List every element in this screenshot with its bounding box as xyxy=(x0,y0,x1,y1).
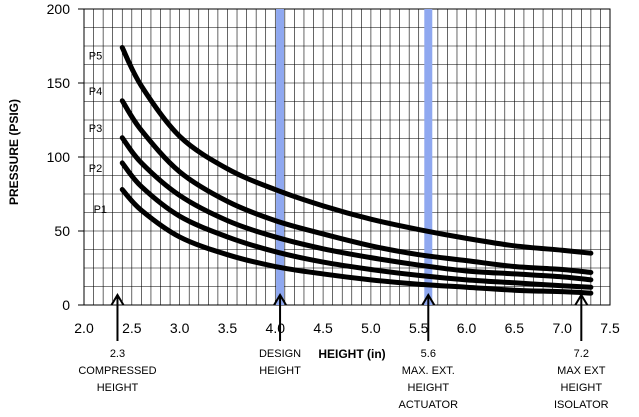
annotation-1: DESIGN HEIGHT xyxy=(259,293,301,377)
annotation-text: 5.6 xyxy=(421,348,436,360)
x-tick-label: 5.5 xyxy=(409,320,429,336)
series-labels: P1 P2 P3 P4 P5 xyxy=(89,50,107,216)
x-tick-label: 7.5 xyxy=(600,320,620,336)
annotation-text: DESIGN xyxy=(259,348,301,360)
x-tick-label: 2.0 xyxy=(74,320,94,336)
curve-p2 xyxy=(119,160,594,290)
series-label-p4: P4 xyxy=(89,86,102,98)
height-annotations: 2.3 COMPRESSED HEIGHT DESIGN HEIGHT 5.6 MAX. E… xyxy=(78,293,609,411)
curve-p5 xyxy=(119,44,594,256)
x-tick-label: 6.0 xyxy=(457,320,477,336)
annotation-arrowhead xyxy=(273,293,287,306)
annotation-arrowhead xyxy=(110,293,125,306)
max-ext-actuator-band xyxy=(424,9,433,305)
series-label-p1: P1 xyxy=(94,204,107,216)
x-tick-label: 4.5 xyxy=(313,320,333,336)
annotation-text: MAX EXT xyxy=(557,365,606,377)
annotation-text: HEIGHT xyxy=(259,365,301,377)
x-tick-labels: 2.0 2.5 3.0 3.5 4.0 4.5 5.0 5.5 6.0 6.5 7.0 7.5 xyxy=(74,320,620,336)
design-height-band xyxy=(276,9,285,305)
x-tick-label: 6.5 xyxy=(505,320,525,336)
series-label-p3: P3 xyxy=(89,123,102,135)
y-tick-label: 50 xyxy=(54,223,70,239)
annotation-text: COMPRESSED xyxy=(78,365,156,377)
reference-bands xyxy=(276,9,433,305)
curve-p3 xyxy=(119,135,594,283)
annotation-text: ACTUATOR xyxy=(399,399,459,411)
annotation-0: 2.3 COMPRESSED HEIGHT xyxy=(78,293,157,394)
curve-p1 xyxy=(119,187,594,296)
y-axis-title: PRESSURE (PSIG) xyxy=(7,99,21,205)
x-tick-label: 5.0 xyxy=(361,320,381,336)
pressure-curves xyxy=(119,44,594,296)
x-tick-label: 3.5 xyxy=(218,320,238,336)
annotation-text: MAX. EXT. xyxy=(402,365,455,377)
x-axis-title: HEIGHT (in) xyxy=(318,347,385,361)
x-tick-label: 2.5 xyxy=(122,320,142,336)
annotation-arrowhead xyxy=(421,293,436,306)
annotation-text: ISOLATOR xyxy=(554,399,609,411)
annotation-text: 7.2 xyxy=(574,348,589,360)
x-tick-label: 3.0 xyxy=(170,320,190,336)
series-label-p5: P5 xyxy=(89,50,102,62)
annotation-3: 7.2 MAX EXT HEIGHT ISOLATOR xyxy=(554,293,609,411)
x-tick-label: 4.0 xyxy=(266,320,286,336)
annotation-text: HEIGHT xyxy=(408,382,450,394)
curve-p4 xyxy=(119,98,594,275)
x-tick-label: 7.0 xyxy=(552,320,572,336)
annotation-arrowhead xyxy=(574,293,589,306)
annotation-text: 2.3 xyxy=(110,348,125,360)
annotation-text: HEIGHT xyxy=(97,382,139,394)
y-tick-label: 200 xyxy=(47,1,71,17)
y-tick-label: 150 xyxy=(47,75,71,91)
y-tick-label: 100 xyxy=(47,149,71,165)
series-label-p2: P2 xyxy=(89,163,102,175)
y-tick-labels: 0 50 100 150 200 xyxy=(47,1,84,313)
annotation-text: HEIGHT xyxy=(561,382,603,394)
annotation-2: 5.6 MAX. EXT. HEIGHT ACTUATOR xyxy=(399,293,459,411)
y-tick-label: 0 xyxy=(62,297,70,313)
